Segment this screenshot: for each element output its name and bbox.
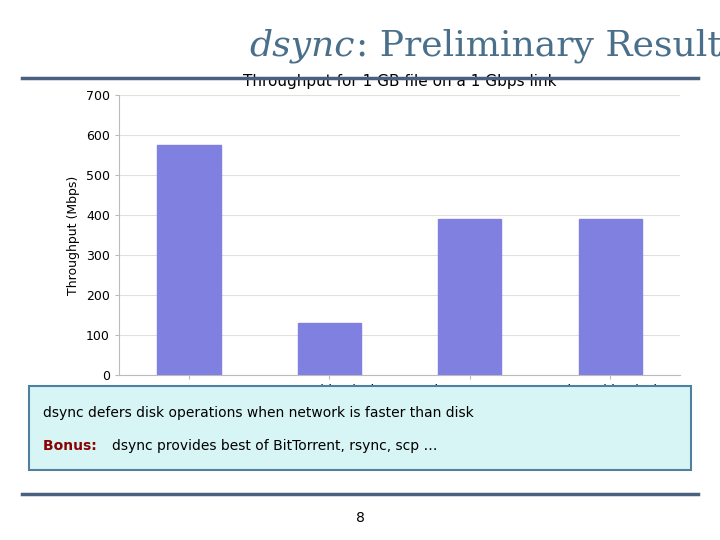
Bar [158, 145, 220, 375]
Text: dsync provides best of BitTorrent, rsync, scp …: dsync provides best of BitTorrent, rsync… [112, 440, 437, 454]
Text: 8: 8 [356, 511, 364, 525]
Title: Throughput for 1 GB file on a 1 Gbps link: Throughput for 1 GB file on a 1 Gbps lin… [243, 74, 557, 89]
Bar [438, 219, 501, 375]
Y-axis label: Throughput (Mbps): Throughput (Mbps) [67, 176, 80, 294]
Text: : Preliminary Results: : Preliminary Results [356, 29, 720, 63]
Bar [579, 219, 642, 375]
Bar [298, 323, 361, 375]
Text: dsync: dsync [249, 29, 355, 63]
Text: dsync defers disk operations when network is faster than disk: dsync defers disk operations when networ… [43, 406, 474, 420]
Text: Bonus:: Bonus: [43, 440, 102, 454]
